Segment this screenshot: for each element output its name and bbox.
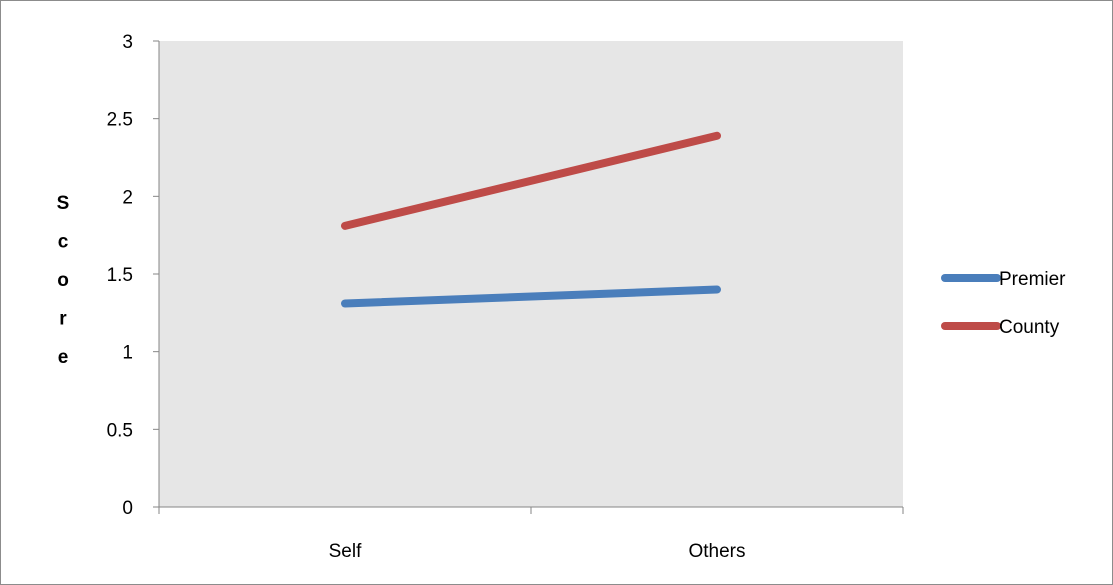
plot-area bbox=[159, 41, 903, 507]
x-tick-label: Others bbox=[688, 541, 745, 562]
series-lines bbox=[341, 131, 721, 308]
y-tick-label: 0 bbox=[122, 498, 133, 519]
y-tick-label: 3 bbox=[122, 32, 133, 53]
legend-label-county: County bbox=[999, 317, 1060, 338]
y-axis-title-letter: e bbox=[58, 347, 69, 368]
x-tick-label: Self bbox=[329, 541, 362, 562]
series-line-premier bbox=[341, 285, 721, 308]
y-axis-title-letter: o bbox=[57, 270, 69, 291]
y-tick-label: 1.5 bbox=[107, 265, 133, 286]
y-axis-title-letter: c bbox=[58, 232, 69, 253]
y-axis-title-letter: r bbox=[59, 309, 67, 330]
axes: 0 0.5 1 1.5 2 2.5 3 Self Others bbox=[107, 32, 904, 562]
legend-label-premier: Premier bbox=[999, 269, 1066, 290]
y-tick-label: 2.5 bbox=[107, 110, 133, 131]
y-tick-label: 0.5 bbox=[107, 420, 133, 441]
y-axis-title-letter: S bbox=[57, 193, 70, 214]
y-tick-label: 2 bbox=[122, 187, 133, 208]
legend: Premier County bbox=[941, 269, 1066, 338]
y-tick-label: 1 bbox=[122, 343, 133, 364]
series-line-county bbox=[341, 131, 721, 230]
